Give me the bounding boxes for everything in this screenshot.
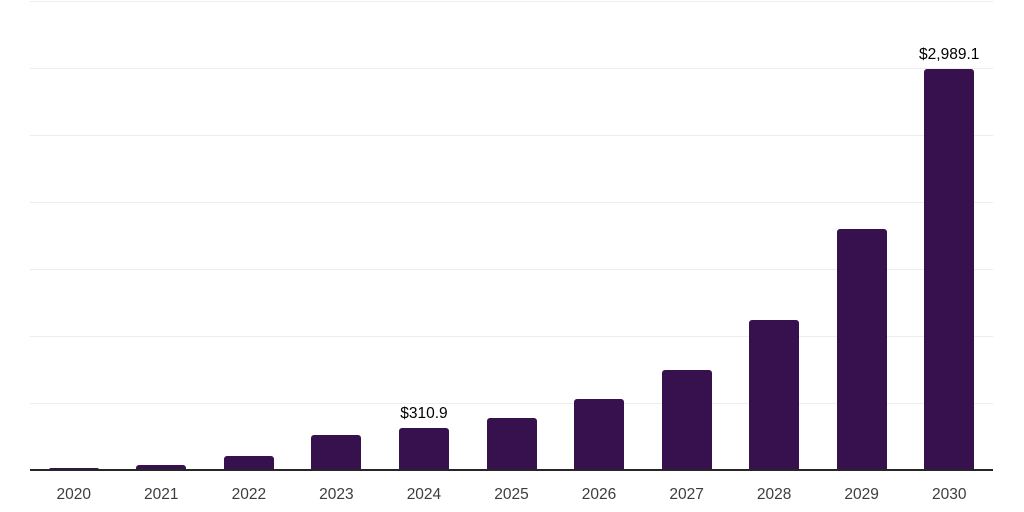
x-tick-label-2023: 2023 <box>319 486 354 503</box>
bar-value-label-2030: $2,989.1 <box>919 46 980 64</box>
bar-2021 <box>136 464 187 470</box>
x-tick-label-2026: 2026 <box>581 486 617 503</box>
bar-2025 <box>486 417 537 470</box>
x-tick-label-2020: 2020 <box>56 486 91 503</box>
gridline-2000 <box>30 201 993 203</box>
bar-value-label-2024: $310.9 <box>400 405 448 423</box>
gridline-500 <box>30 402 993 404</box>
x-axis-line <box>30 469 993 471</box>
x-tick-label-2030: 2030 <box>931 486 967 503</box>
x-tick-label-2025: 2025 <box>494 486 529 503</box>
x-tick-label-2027: 2027 <box>669 486 704 503</box>
gridline-3000 <box>30 67 993 69</box>
x-tick-label-2028: 2028 <box>756 486 792 503</box>
bar-2022 <box>223 456 274 470</box>
bar-2027 <box>661 369 712 470</box>
bar-2030 <box>924 69 975 470</box>
bar-2020 <box>48 467 99 470</box>
x-tick-label-2021: 2021 <box>144 486 179 503</box>
x-tick-label-2029: 2029 <box>844 486 879 503</box>
gridline-2500 <box>30 134 993 136</box>
gridline-1500 <box>30 268 993 270</box>
x-tick-label-2022: 2022 <box>231 486 267 503</box>
gridline-3500 <box>30 0 993 2</box>
bar-2026 <box>574 399 625 470</box>
bar-2029 <box>836 229 887 470</box>
bar-2024 <box>398 428 449 470</box>
x-tick-label-2024: 2024 <box>406 486 442 503</box>
bar-2023 <box>311 434 362 470</box>
gridline-1000 <box>30 335 993 337</box>
bar-2028 <box>749 319 800 470</box>
